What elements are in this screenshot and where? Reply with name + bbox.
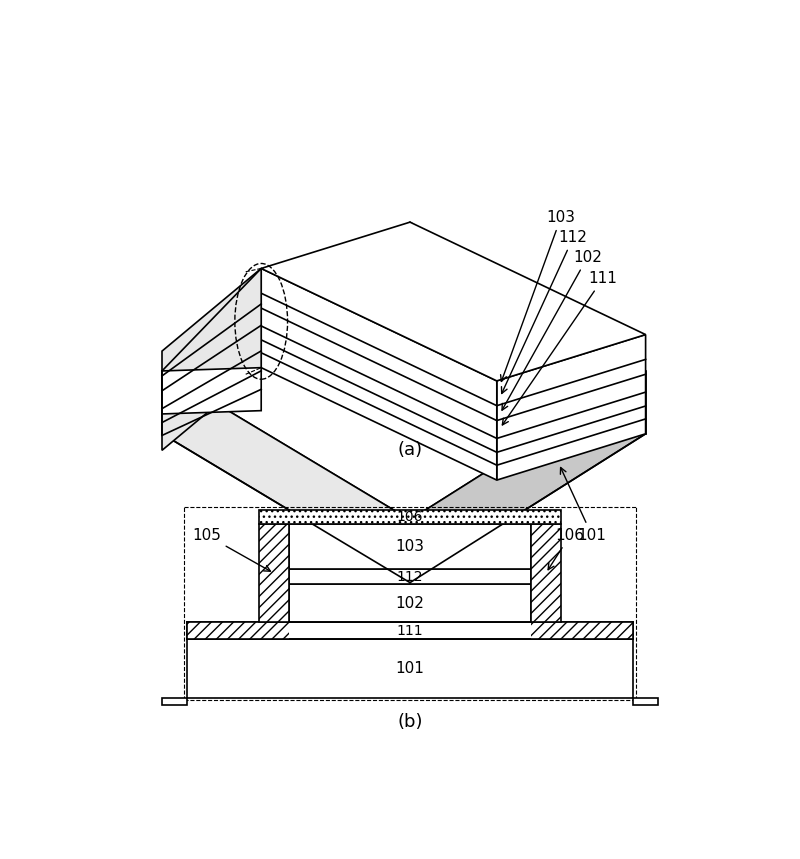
Text: 106: 106 — [397, 510, 423, 524]
Bar — [187, 639, 634, 698]
Text: 111: 111 — [397, 624, 423, 637]
Polygon shape — [497, 335, 646, 480]
Polygon shape — [262, 268, 497, 480]
Bar — [289, 570, 531, 584]
Bar — [187, 622, 634, 639]
Text: 102: 102 — [395, 595, 425, 611]
Polygon shape — [162, 371, 410, 582]
Bar — [289, 524, 531, 570]
Bar — [187, 622, 289, 639]
Bar — [531, 524, 561, 622]
Text: 112: 112 — [502, 230, 588, 393]
Polygon shape — [162, 698, 187, 705]
Bar — [259, 510, 561, 524]
Text: 103: 103 — [501, 210, 575, 381]
Bar — [531, 622, 634, 639]
Polygon shape — [262, 222, 646, 381]
Text: 110: 110 — [159, 344, 248, 391]
Text: 111: 111 — [502, 271, 618, 425]
Text: (a): (a) — [398, 442, 422, 460]
Polygon shape — [410, 371, 646, 582]
Bar — [259, 524, 289, 622]
Bar — [259, 510, 561, 524]
Polygon shape — [634, 698, 658, 705]
Text: (b): (b) — [398, 712, 422, 730]
Polygon shape — [162, 368, 262, 414]
Text: 101: 101 — [561, 467, 606, 543]
Bar — [531, 524, 561, 622]
Text: 102: 102 — [502, 250, 602, 411]
Text: 103: 103 — [395, 539, 425, 554]
Text: 101: 101 — [395, 661, 425, 676]
Text: 106: 106 — [548, 527, 585, 570]
Bar — [289, 584, 531, 622]
Polygon shape — [162, 268, 262, 450]
Polygon shape — [162, 222, 646, 520]
Text: 105: 105 — [192, 527, 270, 571]
Text: 112: 112 — [397, 570, 423, 583]
Bar — [259, 524, 289, 622]
